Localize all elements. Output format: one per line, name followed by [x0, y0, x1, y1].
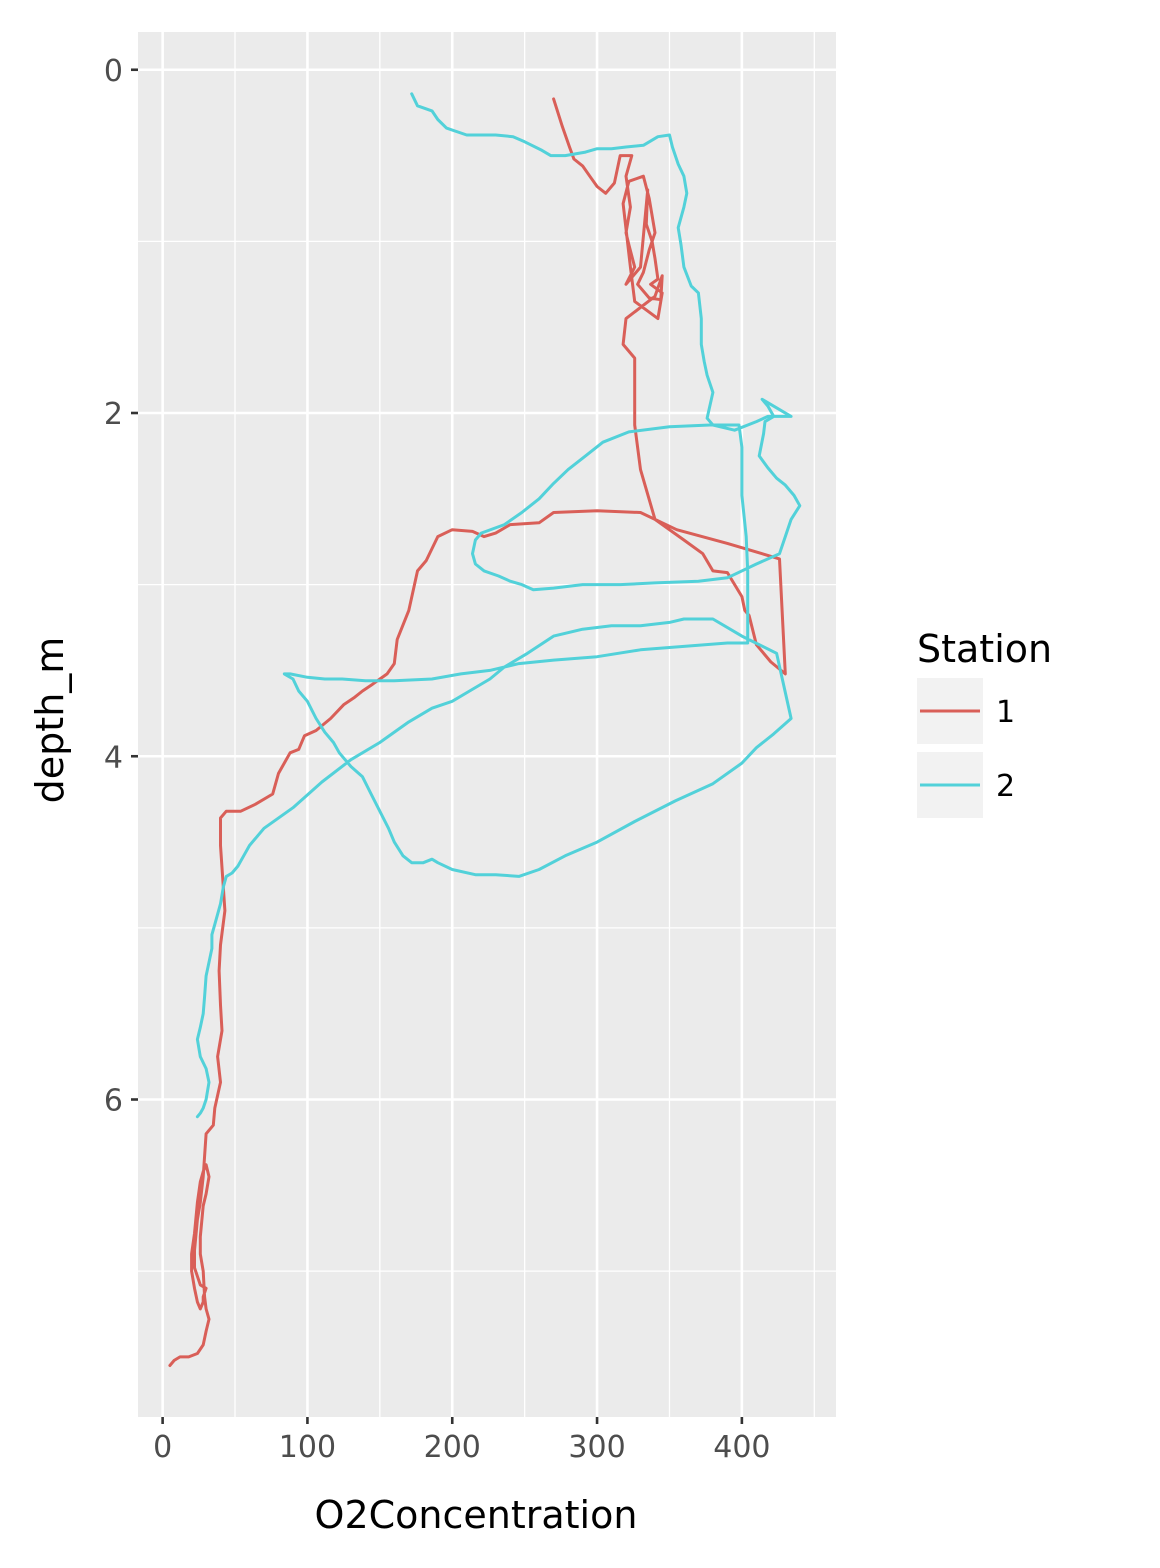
legend-label-1: 1	[996, 695, 1015, 730]
y-axis: 0 2 4 6	[104, 54, 138, 1118]
y-tick-label: 6	[104, 1083, 123, 1118]
series-line-1	[168, 97, 787, 1367]
y-tick-label: 4	[104, 740, 123, 775]
x-tick-label: 400	[713, 1430, 770, 1465]
x-axis: 0 100 200 300 400	[153, 1417, 771, 1465]
y-axis-title: depth_m	[28, 637, 72, 804]
grid-major	[138, 32, 836, 1417]
grid-minor	[138, 32, 836, 1417]
x-tick-label: 100	[279, 1430, 336, 1465]
series-line-2	[195, 92, 802, 1119]
plot-panel	[138, 32, 836, 1417]
series-layer	[168, 92, 802, 1367]
legend-title: Station	[917, 627, 1052, 671]
legend-label-2: 2	[996, 769, 1015, 804]
x-tick-label: 200	[424, 1430, 481, 1465]
y-tick-label: 2	[104, 397, 123, 432]
x-tick-label: 0	[153, 1430, 172, 1465]
y-tick-label: 0	[104, 54, 123, 89]
x-axis-title: O2Concentration	[315, 1493, 638, 1537]
legend: Station 1 2	[917, 627, 1052, 818]
x-tick-label: 300	[568, 1430, 625, 1465]
